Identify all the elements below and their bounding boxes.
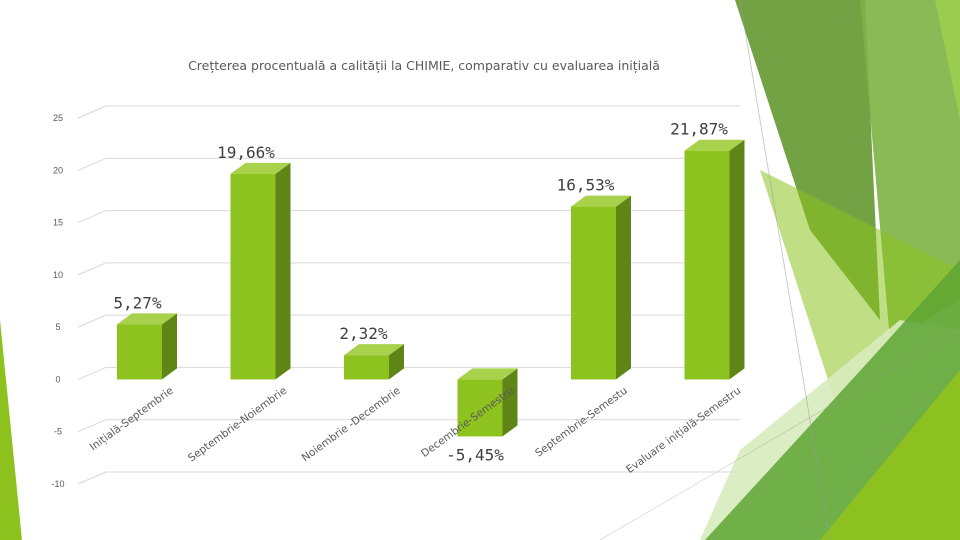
bar <box>457 368 518 437</box>
bar-top <box>230 162 291 174</box>
bar-side <box>162 313 177 380</box>
bar-side <box>502 368 518 437</box>
gridlines <box>77 105 740 485</box>
gridline-slant <box>77 105 107 119</box>
bar-top <box>571 195 631 207</box>
bar-top <box>684 139 745 151</box>
bar-front <box>684 150 730 380</box>
gridline-slant <box>77 210 107 224</box>
data-label: -5,45% <box>446 445 504 464</box>
x-category-label: Inițială-Septembrie <box>88 385 176 454</box>
bar <box>571 195 631 380</box>
deco-line-1 <box>739 0 831 540</box>
y-axis-ticks: -10 -5 0 5 10 15 20 25 <box>51 113 64 489</box>
bar-front <box>230 173 276 380</box>
data-label: 19,66% <box>217 143 275 162</box>
x-category-label: Evaluare inițială-Semestru <box>624 385 743 476</box>
bar-front <box>344 355 389 380</box>
bars <box>117 139 745 437</box>
deco-line-2 <box>599 329 960 540</box>
data-label: 16,53% <box>557 176 615 195</box>
bar <box>344 344 404 380</box>
bar-side <box>275 162 291 380</box>
x-category-label: Noiembrie -Decembrie <box>300 385 403 465</box>
y-tick-label: 25 <box>53 113 63 123</box>
gridline-slant <box>77 471 107 485</box>
y-tick-label: 15 <box>53 218 63 228</box>
bar-top <box>344 344 404 356</box>
data-label: 21,87% <box>670 120 728 139</box>
bar-front <box>117 324 162 380</box>
category-labels: Inițială-Septembrie Septembrie-Noiembrie N… <box>88 385 744 476</box>
y-tick-label: 10 <box>53 270 63 280</box>
data-label: 5,27% <box>113 293 162 312</box>
y-tick-label: 0 <box>55 374 60 384</box>
bar-front <box>457 379 503 437</box>
x-category-label: Septembrie-Semestu <box>533 385 630 460</box>
bar-top <box>457 368 518 380</box>
gridline-slant <box>77 262 107 276</box>
bar-top <box>117 313 177 325</box>
bar-side <box>729 139 745 380</box>
gridline-slant <box>77 314 107 328</box>
data-label: 2,32% <box>339 324 388 343</box>
y-tick-label: -5 <box>54 427 62 437</box>
bar <box>117 313 177 380</box>
y-tick-label: -10 <box>51 479 64 489</box>
bar <box>684 139 745 380</box>
x-category-label: Septembrie-Noiembrie <box>186 385 289 465</box>
gridline-slant <box>77 419 107 433</box>
chart-title: Crețterea procentuală a calității la CHI… <box>188 58 660 73</box>
bar-front <box>571 206 616 380</box>
y-tick-label: 20 <box>53 165 63 175</box>
deco-shape-8 <box>0 320 22 540</box>
y-tick-label: 5 <box>55 322 60 332</box>
gridline-slant <box>77 157 107 171</box>
bar-side <box>616 195 631 380</box>
deco-shape-3 <box>935 0 960 120</box>
bar-side <box>389 344 404 380</box>
data-labels: 5,27% 19,66% 2,32% -5,45% 16,53% 21,87% <box>113 120 728 465</box>
bar <box>230 162 291 380</box>
gridline-slant <box>77 366 107 380</box>
deco-shape-7 <box>820 370 960 540</box>
